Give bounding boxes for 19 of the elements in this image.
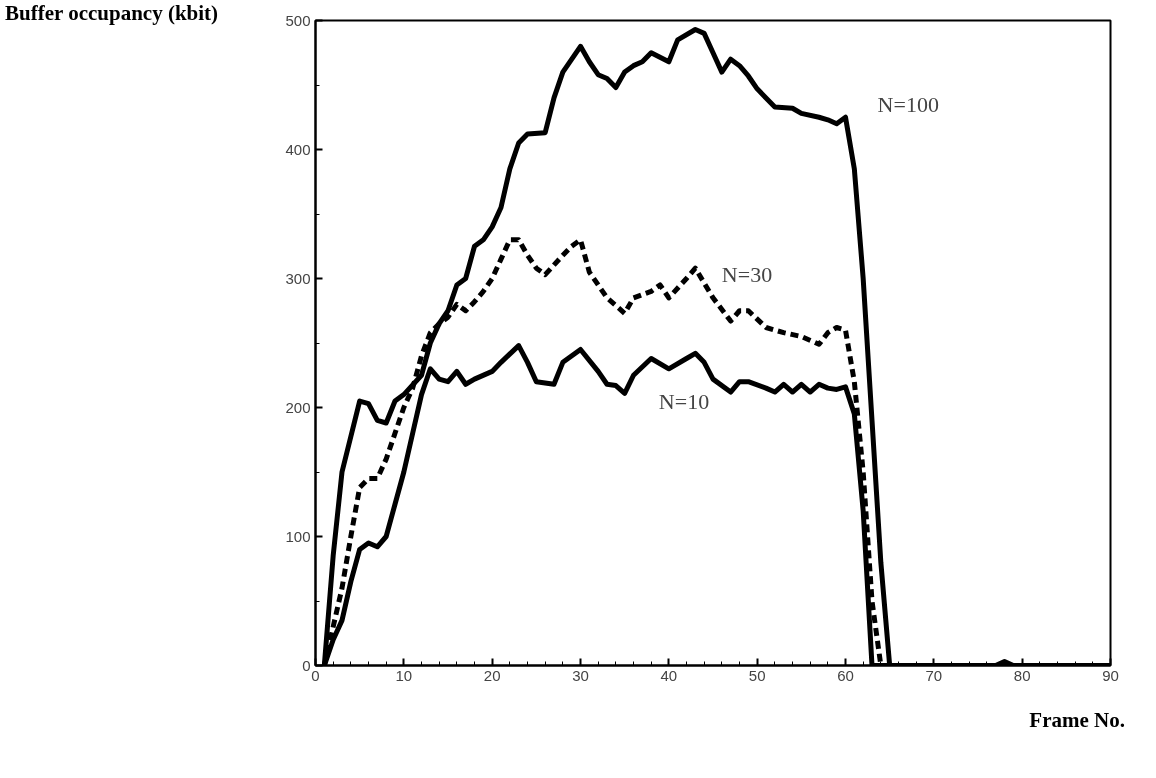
x-tick-label: 30 [572, 666, 589, 684]
x-tick-label: 50 [748, 666, 766, 684]
y-axis-title: Buffer occupancy (kbit) [5, 1, 219, 26]
x-tick-label: 40 [660, 666, 678, 684]
y-tick-label: 500 [285, 11, 311, 29]
y-tick-label: 400 [285, 140, 311, 158]
x-tick-label: 60 [837, 666, 854, 684]
y-tick-label: 200 [285, 398, 311, 416]
series-label: N=10 [658, 388, 710, 414]
x-tick-label: 20 [483, 666, 501, 684]
y-tick-label: 300 [285, 269, 311, 287]
x-axis-title: Frame No. [1029, 707, 1125, 734]
y-tick-label: 100 [285, 527, 311, 545]
x-tick-label: 80 [1013, 666, 1031, 684]
x-tick-label: 10 [395, 666, 413, 684]
x-tick-label: 70 [925, 666, 943, 684]
series-label: N=100 [877, 92, 939, 118]
series-label: N=30 [721, 262, 773, 288]
x-tick-label: 90 [1102, 666, 1119, 684]
